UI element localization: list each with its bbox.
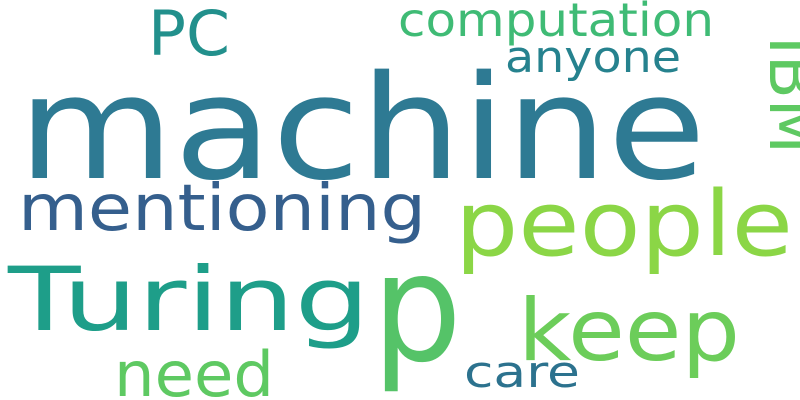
word-turing: Turing xyxy=(7,248,370,351)
word-ibm: IBM xyxy=(754,36,800,154)
word-mentioning: mentioning xyxy=(18,172,426,246)
word-need: need xyxy=(114,338,274,400)
word-people: people xyxy=(455,172,793,277)
word-p: p xyxy=(372,222,462,396)
word-anyone: anyone xyxy=(505,32,681,83)
word-pc: PC xyxy=(148,0,230,70)
word-keep: keep xyxy=(518,281,740,381)
word-computation: computation xyxy=(398,0,714,47)
word-machine: machine xyxy=(18,44,706,212)
word-care: care xyxy=(464,347,580,398)
